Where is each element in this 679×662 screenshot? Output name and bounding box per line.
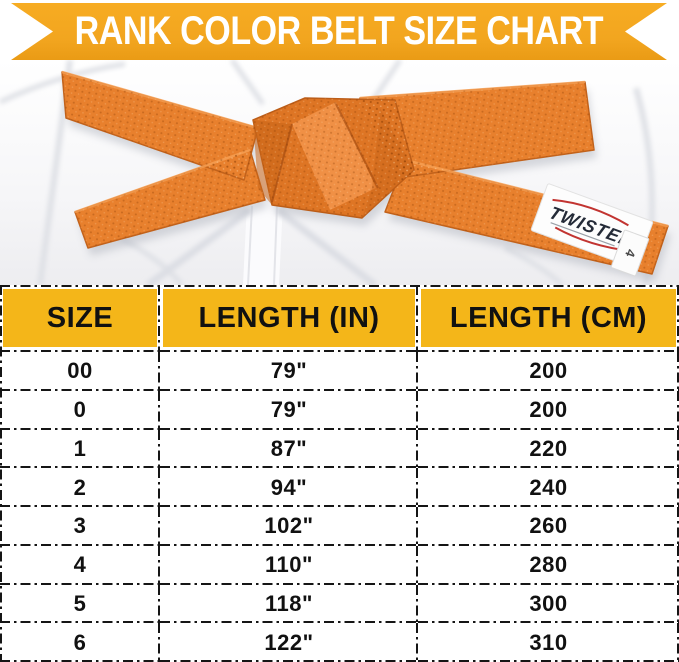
table-cell: 110": [160, 545, 418, 585]
table-cell: 00: [0, 352, 160, 391]
header-cell-size: SIZE: [0, 285, 160, 352]
column-header-label: LENGTH (IN): [198, 301, 380, 334]
table-cell: 300: [418, 584, 679, 624]
table-cell: 220: [418, 429, 679, 469]
table-cell: 1: [0, 429, 160, 469]
label-fine-print-line: [550, 222, 615, 247]
banner-title: RANK COLOR BELT SIZE CHART: [74, 9, 604, 53]
header-cell-length-in: LENGTH (IN): [160, 285, 418, 352]
table-cell: 4: [0, 545, 160, 585]
size-chart-table: SIZE LENGTH (IN) LENGTH (CM) 00 79" 200 …: [0, 285, 679, 662]
table-cell: 79": [160, 390, 418, 430]
gi-center-seam: [145, 202, 378, 288]
column-header-label: LENGTH (CM): [449, 301, 648, 334]
table-cell: 200: [418, 352, 679, 391]
table-cell: 0: [0, 390, 160, 430]
header-cell-length-cm: LENGTH (CM): [418, 285, 679, 352]
belt-photo-illustration: TWISTER 4: [0, 58, 679, 288]
label-swoosh-top: [552, 198, 629, 227]
table-cell: 2: [0, 468, 160, 507]
table-cell: 94": [160, 468, 418, 507]
size-tag: 4: [610, 229, 650, 277]
table-cell: 3: [0, 507, 160, 546]
table-cell: 280: [418, 545, 679, 585]
column-header-label: SIZE: [46, 301, 114, 334]
banner-ribbon: RANK COLOR BELT SIZE CHART: [11, 3, 667, 60]
product-photo: TWISTER 4: [0, 58, 679, 288]
table-cell: 118": [160, 584, 418, 624]
table-cell: 102": [160, 507, 418, 546]
table-cell: 240: [418, 468, 679, 507]
table-cell: 122": [160, 623, 418, 662]
table-cell: 310: [418, 623, 679, 662]
table-cell: 5: [0, 584, 160, 624]
table-cell: 87": [160, 429, 418, 469]
table-cell: 6: [0, 623, 160, 662]
table-cell: 260: [418, 507, 679, 546]
table-cell: 79": [160, 352, 418, 391]
table-cell: 200: [418, 390, 679, 430]
